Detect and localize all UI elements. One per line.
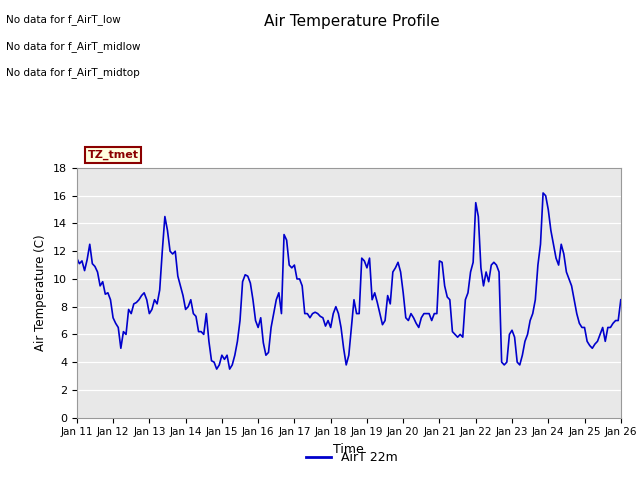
- Text: TZ_tmet: TZ_tmet: [88, 150, 139, 160]
- Text: Air Temperature Profile: Air Temperature Profile: [264, 14, 440, 29]
- Y-axis label: Air Temperature (C): Air Temperature (C): [35, 235, 47, 351]
- Text: No data for f_AirT_low: No data for f_AirT_low: [6, 14, 121, 25]
- Legend: AirT 22m: AirT 22m: [301, 446, 403, 469]
- X-axis label: Time: Time: [333, 443, 364, 456]
- Text: No data for f_AirT_midtop: No data for f_AirT_midtop: [6, 67, 140, 78]
- Text: No data for f_AirT_midlow: No data for f_AirT_midlow: [6, 41, 141, 52]
